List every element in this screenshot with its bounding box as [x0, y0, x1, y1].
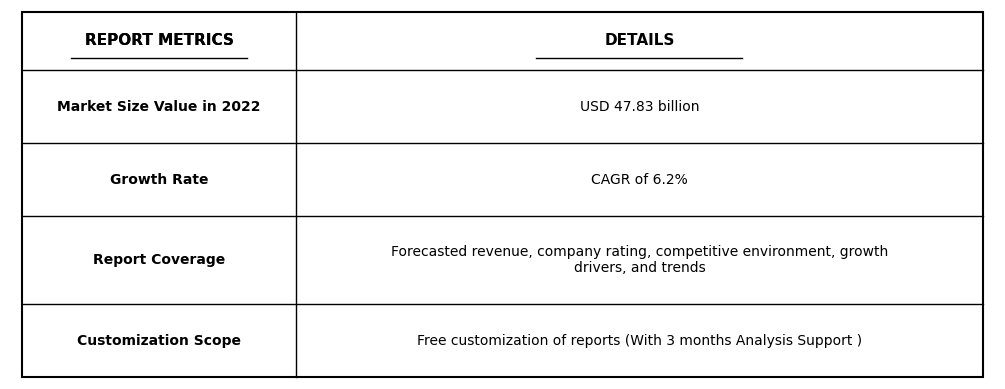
Text: Forecasted revenue, company rating, competitive environment, growth
drivers, and: Forecasted revenue, company rating, comp…: [391, 245, 888, 275]
Text: Free customization of reports (With 3 months Analysis Support ): Free customization of reports (With 3 mo…: [417, 334, 862, 348]
Text: USD 47.83 billion: USD 47.83 billion: [580, 100, 699, 114]
Text: Report Coverage: Report Coverage: [92, 253, 225, 267]
Text: REPORT METRICS: REPORT METRICS: [84, 33, 233, 48]
Text: Market Size Value in 2022: Market Size Value in 2022: [57, 100, 260, 114]
Text: REPORT METRICS: REPORT METRICS: [84, 33, 233, 48]
Text: DETAILS: DETAILS: [604, 33, 674, 48]
Text: CAGR of 6.2%: CAGR of 6.2%: [591, 173, 687, 187]
Text: Growth Rate: Growth Rate: [110, 173, 208, 187]
Text: Customization Scope: Customization Scope: [77, 334, 241, 348]
